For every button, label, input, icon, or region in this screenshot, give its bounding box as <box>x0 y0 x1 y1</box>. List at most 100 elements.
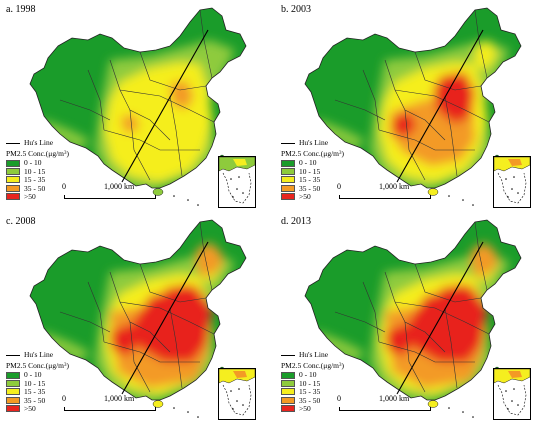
legend-swatch <box>6 193 20 201</box>
province-boundary <box>334 99 386 121</box>
province-boundary <box>103 341 200 363</box>
legend-class-label: >50 <box>24 192 36 201</box>
inset-island-dot <box>232 408 234 410</box>
concentration-zone <box>480 248 499 274</box>
legend-concentration-title: PM2.5 Conc.(μg/m 3) <box>6 360 69 370</box>
legend-swatch <box>281 388 295 396</box>
inset-island-dot <box>230 178 232 180</box>
inset-concentration-zone <box>508 371 522 378</box>
legend-swatch <box>6 184 20 192</box>
province-boundary <box>59 311 111 333</box>
legend-concentration-title: PM2.5 Conc.(μg/m 3) <box>281 148 344 158</box>
island-dot <box>472 204 474 206</box>
hu-line-symbol <box>6 354 20 356</box>
island-dot <box>472 416 474 418</box>
island-dot <box>187 199 189 201</box>
inset-island-dot <box>507 196 509 198</box>
legend-class-label: 15 - 35 <box>24 175 46 185</box>
province-boundary <box>139 263 207 303</box>
hainan-island <box>427 188 439 196</box>
legend-class-label: 35 - 50 <box>299 183 321 193</box>
panel-title-2013: d. 2013 <box>281 216 311 227</box>
legend-class-label: 10 - 15 <box>24 378 46 388</box>
scale-bar-line <box>339 407 431 411</box>
inset-island-dot <box>511 400 513 402</box>
province-boundary <box>119 301 215 335</box>
nine-dash-line <box>222 384 252 416</box>
legend-hu-line-entry: Hu's Line <box>6 138 69 148</box>
scale-end-label: 1,000 km <box>379 182 410 191</box>
legend-class-entry: 0 - 10 <box>6 371 69 379</box>
map-panel-2003: b. 2003 Hu's Line PM2.5 Conc.(μg/m 3) 0 - 1… <box>275 0 550 212</box>
province-boundary <box>362 281 380 343</box>
panel-title-2003: b. 2003 <box>281 4 311 15</box>
legend-class-entry: 15 - 35 <box>6 176 69 184</box>
hu-line-symbol <box>6 142 20 144</box>
legend-swatch <box>6 371 20 379</box>
island-dot <box>187 411 189 413</box>
concentration-zone <box>120 114 140 134</box>
legend-swatch <box>281 371 295 379</box>
legend-2003: Hu's Line PM2.5 Conc.(μg/m 3) 0 - 10 10 - 15… <box>281 138 344 201</box>
pm25-map-2003 <box>304 7 522 206</box>
scale-end-label: 1,000 km <box>104 394 135 403</box>
island-dot <box>462 411 464 413</box>
province-boundary <box>334 311 386 333</box>
legend-2013: Hu's Line PM2.5 Conc.(μg/m 3) 0 - 10 10 - 15… <box>281 350 344 413</box>
legend-swatch <box>6 405 20 413</box>
island-dot <box>173 195 175 197</box>
province-boundary <box>199 221 213 291</box>
scale-bar-2003: 0 1,000 km <box>337 182 435 204</box>
island-dot <box>197 204 199 206</box>
legend-class-entry: 10 - 15 <box>281 378 344 388</box>
island-dot <box>462 199 464 201</box>
legend-class-entry: >50 <box>281 193 344 201</box>
province-boundary <box>362 69 380 131</box>
legend-class-label: 10 - 15 <box>299 166 321 176</box>
nine-dash-line <box>222 172 252 204</box>
concentration-zone <box>433 72 475 124</box>
map-panel-1998: a. 1998 Hu's Line PM2.5 Conc.(μg/m 3) 0 - 1… <box>0 0 275 212</box>
inset-island-dot <box>513 388 515 390</box>
south-china-sea-inset-2003 <box>493 156 531 208</box>
legend-class-label: 0 - 10 <box>24 158 42 168</box>
legend-swatch <box>281 380 295 388</box>
legend-class-label: >50 <box>299 192 311 201</box>
legend-class-label: 15 - 35 <box>299 175 321 185</box>
province-boundary <box>404 321 426 393</box>
legend-class-entry: 0 - 10 <box>281 371 344 379</box>
panel-title-1998: a. 1998 <box>6 4 36 15</box>
legend-swatch <box>6 176 20 184</box>
concentration-zone <box>205 248 224 274</box>
province-boundary <box>404 109 426 181</box>
legend-class-label: 0 - 10 <box>299 158 317 168</box>
map-panel-2008: c. 2008 Hu's Line PM2.5 Conc.(μg/m 3) 0 - 1… <box>0 212 275 424</box>
nine-dash-line <box>497 172 527 204</box>
province-boundary <box>414 263 482 303</box>
inset-concentration-zone <box>233 159 247 166</box>
legend-swatch <box>281 405 295 413</box>
legend-class-entry: >50 <box>6 405 69 413</box>
legend-swatch <box>281 184 295 192</box>
legend-class-label: 10 - 15 <box>299 378 321 388</box>
legend-swatch <box>6 159 20 167</box>
legend-class-label: 0 - 10 <box>299 370 317 380</box>
national-border <box>29 219 247 401</box>
province-boundary <box>378 341 475 363</box>
scale-start-label: 0 <box>62 182 66 191</box>
hainan-island <box>152 400 164 408</box>
inset-island-dot <box>505 178 507 180</box>
legend-class-entry: 10 - 15 <box>281 166 344 176</box>
legend-class-entry: 35 - 50 <box>281 396 344 404</box>
hu-line-label: Hu's Line <box>24 350 54 360</box>
legend-class-entry: >50 <box>6 193 69 201</box>
scale-bar-line <box>339 195 431 199</box>
island-dot <box>173 407 175 409</box>
map-panel-2013: d. 2013 Hu's Line PM2.5 Conc.(μg/m 3) 0 - 1… <box>275 212 550 424</box>
legend-concentration-title: PM2.5 Conc.(μg/m 3) <box>281 360 344 370</box>
scale-start-label: 0 <box>337 182 341 191</box>
nine-dash-line <box>497 384 527 416</box>
legend-class-label: 35 - 50 <box>24 395 46 405</box>
legend-2008: Hu's Line PM2.5 Conc.(μg/m 3) 0 - 10 10 - 15… <box>6 350 69 413</box>
hu-line <box>396 241 484 395</box>
